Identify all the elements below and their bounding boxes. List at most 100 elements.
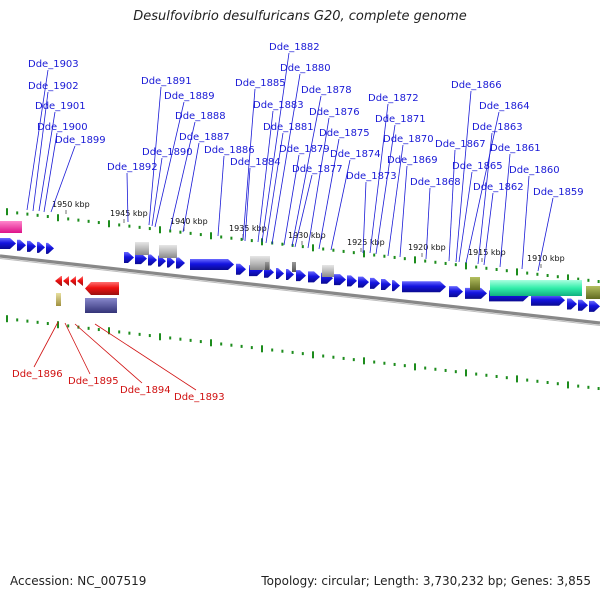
forward-gene-label: Dde_1901 xyxy=(35,101,86,112)
forward-gene-arrow xyxy=(37,241,45,253)
leader-line xyxy=(458,171,473,263)
forward-gene-label: Dde_1887 xyxy=(179,132,230,143)
forward-gene-label: Dde_1870 xyxy=(383,134,434,145)
tick-mark-lower xyxy=(505,376,508,380)
leader-line xyxy=(455,90,472,263)
tick-mark-upper xyxy=(138,225,141,229)
tick-mark-lower xyxy=(454,370,457,374)
forward-gene-arrow xyxy=(17,239,26,251)
tick-mark-upper xyxy=(587,278,590,282)
leader-line xyxy=(182,142,200,233)
forward-gene-label: Dde_1861 xyxy=(490,143,541,154)
forward-gene-label: Dde_1883 xyxy=(253,100,304,111)
tick-mark-upper xyxy=(322,247,325,251)
tick-mark-upper xyxy=(465,262,467,270)
tick-mark-upper xyxy=(16,211,19,215)
kbp-label: 1915 kbp xyxy=(468,248,506,257)
rrna-feature xyxy=(490,280,582,296)
tick-mark-upper xyxy=(475,265,478,269)
leader-line xyxy=(32,91,49,212)
forward-gene-label: Dde_1900 xyxy=(37,122,88,133)
tick-mark-lower xyxy=(220,342,223,346)
topology-label: Topology: circular; Length: 3,730,232 bp… xyxy=(261,574,591,588)
forward-gene-label: Dde_1886 xyxy=(204,145,255,156)
tick-mark-lower xyxy=(250,346,253,350)
kbp-ticks-lower xyxy=(6,315,600,391)
reverse-gene-label: Dde_1896 xyxy=(12,369,63,380)
tick-mark-lower xyxy=(597,387,600,391)
forward-gene-arrow xyxy=(296,270,306,282)
forward-gene-arrow xyxy=(578,299,588,311)
forward-gene-arrow xyxy=(347,275,357,287)
leader-line xyxy=(307,117,330,249)
leader-line xyxy=(244,167,251,242)
misc-feature xyxy=(159,245,177,258)
forward-gene-label: Dde_1903 xyxy=(28,59,79,70)
tick-mark-upper xyxy=(159,226,161,234)
tick-mark-lower xyxy=(97,328,100,332)
gene-features xyxy=(0,221,600,313)
leader-line xyxy=(126,172,129,223)
forward-gene-arrow xyxy=(370,277,380,289)
leader-line xyxy=(330,159,351,251)
forward-gene-arrow xyxy=(236,263,246,275)
tick-mark-lower xyxy=(587,385,590,389)
forward-gene-label: Dde_1874 xyxy=(330,149,381,160)
forward-gene-label: Dde_1864 xyxy=(479,101,530,112)
forward-gene-label: Dde_1863 xyxy=(472,122,523,133)
tick-mark-lower xyxy=(57,321,59,329)
misc-feature xyxy=(586,286,600,299)
kbp-label: 1950 kbp xyxy=(52,200,90,209)
leader-line xyxy=(242,88,256,241)
leader-line xyxy=(265,132,284,244)
forward-gene-label: Dde_1878 xyxy=(301,85,352,96)
tick-mark-lower xyxy=(516,375,518,383)
leader-line xyxy=(64,322,91,375)
forward-gene-label: Dde_1881 xyxy=(263,122,314,133)
kbp-label: 1910 kbp xyxy=(527,254,565,263)
forward-gene-label: Dde_1899 xyxy=(55,135,106,146)
tick-mark-lower xyxy=(567,381,569,389)
forward-gene-label: Dde_1877 xyxy=(292,164,343,175)
tick-mark-lower xyxy=(424,366,427,370)
kbp-label: 1935 kbp xyxy=(229,224,267,233)
map-title: Desulfovibrio desulfuricans G20, complet… xyxy=(133,9,467,24)
misc-feature xyxy=(265,262,269,270)
tick-mark-upper xyxy=(301,245,304,249)
tick-mark-lower xyxy=(556,382,559,386)
tick-mark-lower xyxy=(301,352,304,356)
reverse-gene-label: Dde_1895 xyxy=(68,376,119,387)
forward-gene-label: Dde_1889 xyxy=(164,91,215,102)
accession-label: Accession: NC_007519 xyxy=(10,574,147,588)
tick-mark-upper xyxy=(434,260,437,264)
tick-mark-lower xyxy=(281,349,284,353)
leader-line xyxy=(261,52,290,243)
tick-mark-lower xyxy=(444,368,447,372)
leader-line xyxy=(148,86,162,226)
forward-gene-arrow xyxy=(589,300,600,312)
tick-mark-lower xyxy=(393,362,396,366)
forward-gene-arrow xyxy=(135,253,147,265)
tick-mark-lower xyxy=(26,319,29,323)
tick-mark-lower xyxy=(46,322,49,326)
reverse-gene-arrow xyxy=(70,276,76,286)
forward-gene-arrow xyxy=(392,280,400,292)
tick-mark-lower xyxy=(322,354,325,358)
misc-feature xyxy=(56,293,61,306)
forward-gene-arrow xyxy=(158,255,166,267)
tick-mark-upper xyxy=(444,261,447,265)
forward-gene-label: Dde_1865 xyxy=(452,161,503,172)
genome-backbone-shadow xyxy=(0,258,600,326)
tick-mark-lower xyxy=(138,332,141,336)
tick-mark-upper xyxy=(128,224,131,228)
kbp-ticks-upper xyxy=(6,208,600,284)
rna-feature xyxy=(0,221,22,233)
tick-mark-lower xyxy=(6,315,8,323)
tick-mark-lower xyxy=(373,360,376,364)
forward-gene-label: Dde_1868 xyxy=(410,177,461,188)
tick-mark-upper xyxy=(118,223,121,227)
reverse-gene-label: Dde_1893 xyxy=(174,392,225,403)
tick-mark-upper xyxy=(148,227,151,231)
misc-feature xyxy=(85,298,117,313)
tick-mark-lower xyxy=(434,367,437,371)
